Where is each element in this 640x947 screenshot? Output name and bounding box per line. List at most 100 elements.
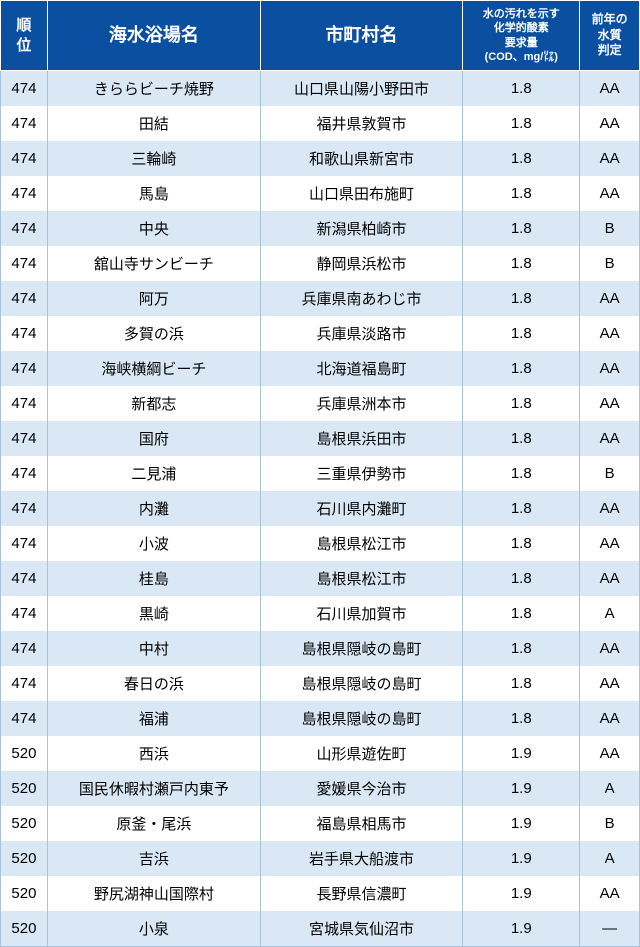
cod-value: 1.8 xyxy=(463,71,580,107)
cod-value: 1.8 xyxy=(463,561,580,596)
city-name: 山形県遊佐町 xyxy=(260,736,462,771)
rank: 474 xyxy=(1,631,48,666)
beach-name: 春日の浜 xyxy=(47,666,260,701)
cod-value: 1.8 xyxy=(463,631,580,666)
beach-water-quality-table: 順位海水浴場名市町村名水の汚れを示す化学的酸素要求量(COD、mg/㍑)前年の水… xyxy=(0,0,640,947)
table-row: 474三輪崎和歌山県新宮市1.8AA xyxy=(1,141,640,176)
cod-value: 1.8 xyxy=(463,666,580,701)
grade: AA xyxy=(580,561,640,596)
grade: AA xyxy=(580,316,640,351)
grade: AA xyxy=(580,701,640,736)
beach-name: 黒崎 xyxy=(47,596,260,631)
table-row: 474馬島山口県田布施町1.8AA xyxy=(1,176,640,211)
city-name: 北海道福島町 xyxy=(260,351,462,386)
grade: AA xyxy=(580,876,640,911)
rank: 474 xyxy=(1,596,48,631)
city-name: 兵庫県洲本市 xyxy=(260,386,462,421)
beach-name: 中央 xyxy=(47,211,260,246)
table-row: 474阿万兵庫県南あわじ市1.8AA xyxy=(1,281,640,316)
grade: AA xyxy=(580,736,640,771)
cod-value: 1.9 xyxy=(463,841,580,876)
table-body: 474きららビーチ焼野山口県山陽小野田市1.8AA474田結福井県敦賀市1.8A… xyxy=(1,71,640,947)
rank: 474 xyxy=(1,526,48,561)
cod-value: 1.8 xyxy=(463,596,580,631)
rank: 520 xyxy=(1,806,48,841)
beach-name: 舘山寺サンビーチ xyxy=(47,246,260,281)
table-row: 474黒崎石川県加賀市1.8A xyxy=(1,596,640,631)
city-name: 福井県敦賀市 xyxy=(260,106,462,141)
grade: B xyxy=(580,456,640,491)
grade: AA xyxy=(580,421,640,456)
grade: AA xyxy=(580,351,640,386)
grade: AA xyxy=(580,106,640,141)
cod-value: 1.8 xyxy=(463,421,580,456)
grade: AA xyxy=(580,281,640,316)
city-name: 石川県加賀市 xyxy=(260,596,462,631)
rank: 474 xyxy=(1,561,48,596)
table-row: 474多賀の浜兵庫県淡路市1.8AA xyxy=(1,316,640,351)
col-header-grade: 前年の水質判定 xyxy=(580,1,640,71)
beach-name: 国府 xyxy=(47,421,260,456)
table-row: 520西浜山形県遊佐町1.9AA xyxy=(1,736,640,771)
beach-name: 野尻湖神山国際村 xyxy=(47,876,260,911)
table-row: 474二見浦三重県伊勢市1.8B xyxy=(1,456,640,491)
city-name: 愛媛県今治市 xyxy=(260,771,462,806)
rank: 474 xyxy=(1,246,48,281)
grade: A xyxy=(580,841,640,876)
table-row: 474中央新潟県柏崎市1.8B xyxy=(1,211,640,246)
rank: 474 xyxy=(1,491,48,526)
city-name: 山口県山陽小野田市 xyxy=(260,71,462,107)
city-name: 島根県浜田市 xyxy=(260,421,462,456)
city-name: 岩手県大船渡市 xyxy=(260,841,462,876)
beach-name: 田結 xyxy=(47,106,260,141)
col-header-beach: 海水浴場名 xyxy=(47,1,260,71)
city-name: 長野県信濃町 xyxy=(260,876,462,911)
table-row: 474海峡横綱ビーチ北海道福島町1.8AA xyxy=(1,351,640,386)
cod-value: 1.8 xyxy=(463,281,580,316)
cod-value: 1.9 xyxy=(463,771,580,806)
beach-name: 三輪崎 xyxy=(47,141,260,176)
rank: 474 xyxy=(1,386,48,421)
grade: AA xyxy=(580,176,640,211)
beach-name: 小波 xyxy=(47,526,260,561)
city-name: 山口県田布施町 xyxy=(260,176,462,211)
city-name: 静岡県浜松市 xyxy=(260,246,462,281)
rank: 474 xyxy=(1,701,48,736)
cod-value: 1.9 xyxy=(463,806,580,841)
city-name: 兵庫県淡路市 xyxy=(260,316,462,351)
grade: AA xyxy=(580,526,640,561)
table-row: 474田結福井県敦賀市1.8AA xyxy=(1,106,640,141)
grade: A xyxy=(580,596,640,631)
beach-name: 桂島 xyxy=(47,561,260,596)
grade: B xyxy=(580,246,640,281)
cod-value: 1.9 xyxy=(463,736,580,771)
rank: 474 xyxy=(1,421,48,456)
col-header-city: 市町村名 xyxy=(260,1,462,71)
rank: 474 xyxy=(1,141,48,176)
table-row: 474福浦島根県隠岐の島町1.8AA xyxy=(1,701,640,736)
beach-name: 内灘 xyxy=(47,491,260,526)
grade: AA xyxy=(580,386,640,421)
cod-value: 1.8 xyxy=(463,491,580,526)
table-header: 順位海水浴場名市町村名水の汚れを示す化学的酸素要求量(COD、mg/㍑)前年の水… xyxy=(1,1,640,71)
cod-value: 1.8 xyxy=(463,176,580,211)
table-row: 474新都志兵庫県洲本市1.8AA xyxy=(1,386,640,421)
grade: B xyxy=(580,806,640,841)
city-name: 島根県松江市 xyxy=(260,526,462,561)
city-name: 新潟県柏崎市 xyxy=(260,211,462,246)
rank: 474 xyxy=(1,71,48,107)
beach-name: 国民休暇村瀬戸内東予 xyxy=(47,771,260,806)
city-name: 島根県隠岐の島町 xyxy=(260,701,462,736)
cod-value: 1.8 xyxy=(463,526,580,561)
table-row: 474春日の浜島根県隠岐の島町1.8AA xyxy=(1,666,640,701)
rank: 520 xyxy=(1,736,48,771)
cod-value: 1.9 xyxy=(463,876,580,911)
table-row: 474国府島根県浜田市1.8AA xyxy=(1,421,640,456)
beach-name: 西浜 xyxy=(47,736,260,771)
cod-value: 1.8 xyxy=(463,701,580,736)
beach-name: 多賀の浜 xyxy=(47,316,260,351)
cod-value: 1.8 xyxy=(463,316,580,351)
rank: 520 xyxy=(1,771,48,806)
cod-value: 1.8 xyxy=(463,351,580,386)
rank: 474 xyxy=(1,456,48,491)
